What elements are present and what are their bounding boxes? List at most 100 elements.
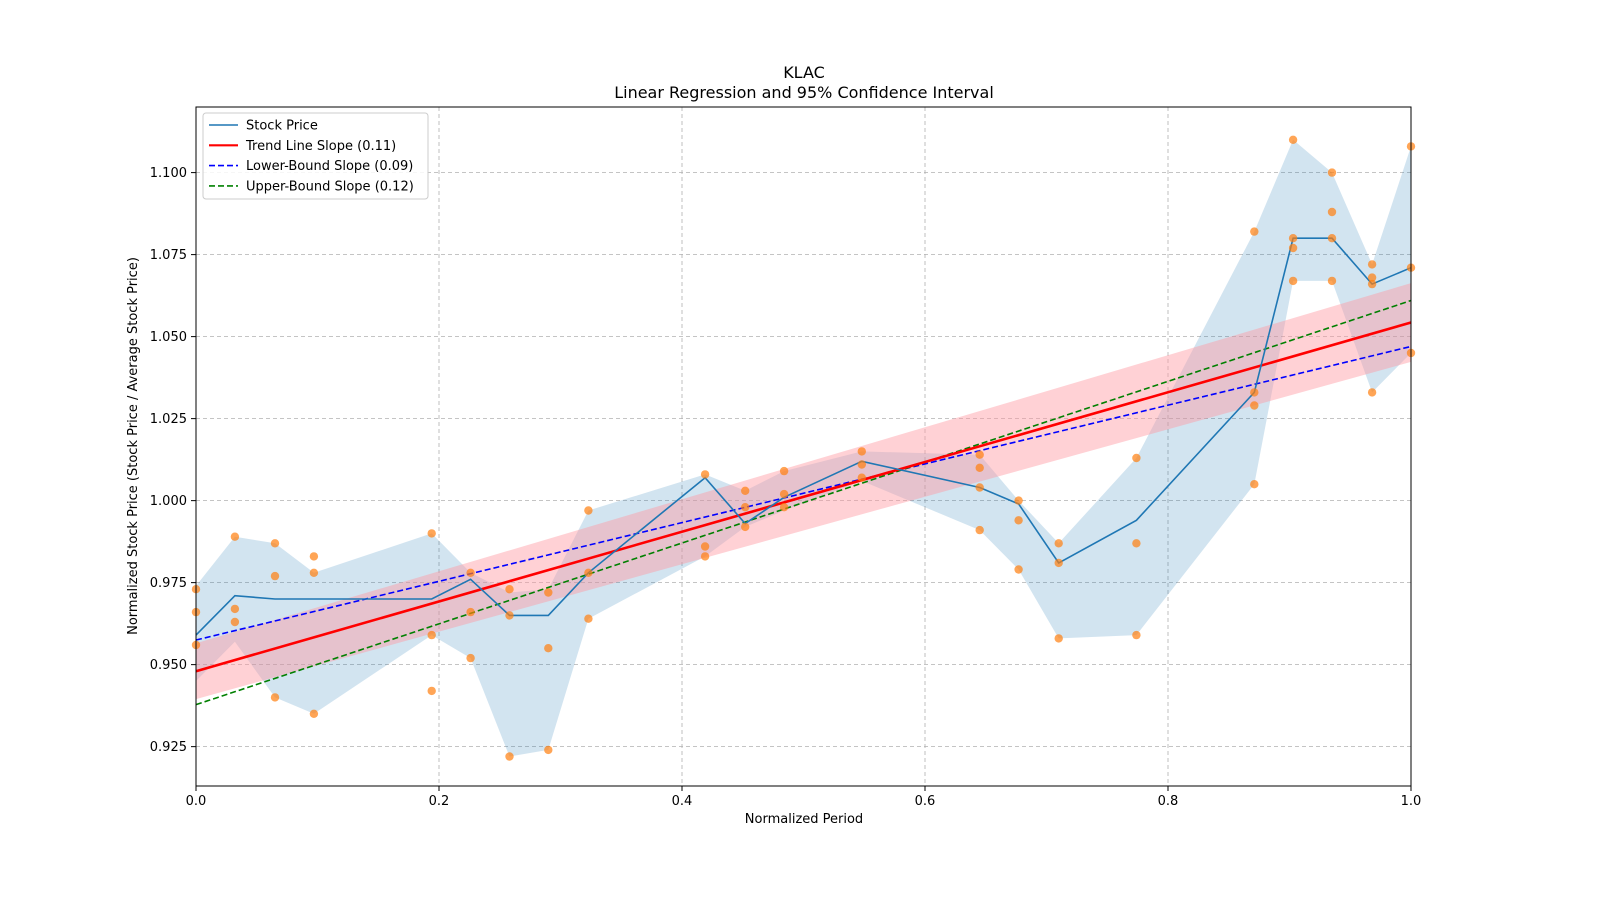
y-tick-label: 1.025	[150, 412, 187, 427]
scatter-point	[466, 607, 475, 617]
scatter-point	[1132, 539, 1141, 548]
scatter-point	[1288, 135, 1298, 144]
scatter-point	[1288, 276, 1298, 286]
scatter-point	[544, 745, 553, 755]
scatter-point	[741, 486, 750, 495]
trend-confidence-band	[196, 283, 1411, 700]
confidence-bands	[196, 139, 1411, 757]
scatter-point	[1054, 558, 1063, 568]
legend-label: Stock Price	[246, 119, 318, 134]
scatter-point	[1250, 388, 1259, 397]
x-tick-label: 0.0	[186, 794, 207, 809]
scatter-point	[505, 585, 514, 594]
y-tick-label: 1.100	[150, 166, 187, 181]
scatter-point	[1327, 168, 1337, 177]
chart-subtitle: Linear Regression and 95% Confidence Int…	[614, 83, 994, 102]
scatter-point	[1288, 234, 1298, 243]
x-tick-label: 0.4	[672, 794, 693, 809]
scatter-point	[857, 447, 866, 456]
y-tick-label: 0.925	[150, 740, 187, 755]
legend-label: Upper-Bound Slope (0.12)	[246, 179, 414, 194]
scatter-point	[1250, 480, 1259, 489]
scatter-point	[1054, 634, 1063, 643]
scatter-point	[779, 503, 789, 512]
scatter-point	[230, 604, 240, 614]
scatter-point	[1054, 539, 1063, 548]
stock-price-line	[195, 237, 1412, 636]
scatter-point	[1014, 565, 1023, 574]
scatter-point	[779, 489, 789, 499]
scatter-point	[857, 460, 866, 469]
y-tick-label: 1.000	[150, 494, 187, 509]
scatter-point	[1327, 207, 1337, 217]
scatter-point	[309, 709, 319, 718]
scatter-point	[584, 568, 593, 577]
y-tick-label: 1.050	[150, 330, 187, 345]
scatter-point	[1132, 453, 1141, 463]
scatter-point	[466, 653, 475, 663]
scatter-point	[505, 752, 514, 761]
scatter-point	[309, 568, 319, 577]
scatter-point	[1327, 234, 1337, 243]
lower-bound-line	[195, 345, 1412, 641]
scatter-point	[1250, 401, 1259, 410]
scatter-point	[857, 473, 866, 482]
x-tick-label: 0.8	[1158, 794, 1179, 809]
x-axis-label: Normalized Period	[745, 812, 863, 827]
upper-bound-line	[195, 299, 1412, 706]
scatter-point	[270, 571, 280, 581]
scatter-point	[1132, 630, 1141, 640]
scatter-point	[1250, 227, 1259, 236]
scatter-point	[1014, 496, 1023, 505]
scatter-point	[309, 552, 319, 561]
scatter-point	[230, 532, 240, 541]
y-tick-label: 0.950	[150, 658, 187, 673]
series-lines	[195, 237, 1412, 706]
scatter-point	[427, 630, 436, 640]
x-tick-label: 0.6	[915, 794, 936, 809]
scatter-point	[975, 463, 984, 472]
scatter-point	[975, 525, 984, 535]
scatter-point	[1327, 276, 1337, 286]
scatter-point	[700, 552, 710, 561]
x-tick-label: 1.0	[1401, 794, 1422, 809]
scatter-point	[975, 483, 984, 492]
scatter-point	[1367, 260, 1377, 269]
scatter-point	[741, 503, 750, 512]
legend-box	[202, 112, 429, 200]
scatter-point	[1367, 279, 1377, 289]
y-tick-label: 0.975	[150, 576, 187, 591]
plot-frame	[195, 106, 1412, 787]
trend-line	[195, 321, 1412, 673]
legend: Stock Price Trend Line Slope (0.11) Lower-…	[202, 112, 429, 200]
stock-price-range-band	[196, 139, 1411, 757]
scatter-point	[230, 617, 240, 627]
scatter-point	[270, 539, 280, 548]
scatter-point	[505, 611, 514, 620]
scatter-point	[427, 686, 436, 696]
scatter-point	[1367, 388, 1377, 397]
scatter-point	[1367, 273, 1377, 282]
scatter-point	[779, 466, 789, 476]
x-tick-label: 0.2	[429, 794, 450, 809]
scatter-point	[427, 529, 436, 538]
chart-title: KLAC	[783, 63, 825, 82]
scatter-point	[584, 506, 593, 515]
scatter-point	[975, 450, 984, 459]
scatter-point	[1288, 243, 1298, 253]
scatter-points	[191, 135, 1416, 761]
scatter-point	[270, 693, 280, 702]
legend-label: Trend Line Slope (0.11)	[245, 139, 396, 154]
scatter-point	[544, 644, 553, 653]
scatter-point	[700, 542, 710, 551]
scatter-point	[741, 522, 750, 532]
scatter-point	[466, 568, 475, 577]
scatter-point	[1014, 516, 1023, 525]
scatter-point	[700, 470, 710, 479]
y-tick-label: 1.075	[150, 248, 187, 263]
legend-label: Lower-Bound Slope (0.09)	[246, 159, 413, 174]
axis-ticks: 0.0 0.2 0.4 0.6 0.8 1.0 0.925 0.950 0.975 1.000 1.…	[150, 166, 1422, 809]
scatter-point	[544, 588, 553, 597]
